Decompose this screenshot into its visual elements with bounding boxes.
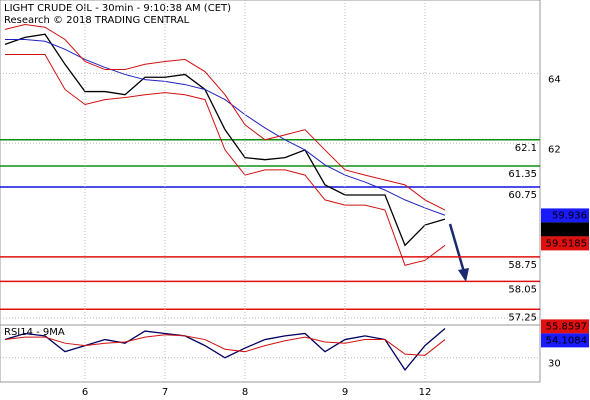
- y-tick-label: 62: [548, 144, 561, 155]
- level-label: 58.05: [508, 284, 537, 295]
- x-tick-label: 9: [342, 387, 348, 398]
- level-label: 58.75: [508, 260, 537, 271]
- x-tick-label: 6: [82, 387, 88, 398]
- price-marker-label: 59.936: [552, 210, 587, 221]
- y-tick-label: 30: [548, 359, 561, 370]
- forecast-arrowhead: [458, 268, 469, 282]
- level-label: 57.25: [508, 312, 537, 323]
- chart-subtitle: Research © 2018 TRADING CENTRAL: [4, 15, 190, 26]
- chart-title: LIGHT CRUDE OIL - 30min - 9:10:38 AM (CE…: [4, 3, 231, 14]
- series-line: [4, 23, 446, 211]
- price-marker: [541, 208, 589, 223]
- price-marker: [541, 236, 589, 251]
- rsi-panel: [0, 324, 541, 383]
- price-marker-label: 55.8597: [546, 321, 587, 332]
- series-line: [4, 334, 446, 356]
- series-line: [4, 328, 446, 371]
- price-marker: [541, 319, 589, 334]
- x-tick-label: 7: [162, 387, 168, 398]
- price-marker-label: 54.1084: [546, 335, 587, 346]
- price-marker: [541, 222, 589, 237]
- level-label: 61.35: [508, 169, 537, 180]
- series-line: [5, 54, 446, 266]
- rsi-title: RSI14 - 9MA: [4, 327, 65, 338]
- price-panel: [0, 0, 541, 326]
- price-marker: [541, 333, 589, 348]
- series-line: [5, 38, 446, 216]
- level-label: 60.75: [508, 190, 537, 201]
- forecast-arrow: [448, 223, 466, 273]
- x-tick-label: 12: [419, 387, 432, 398]
- price-marker-label: 59.83: [558, 224, 587, 235]
- x-tick-label: 8: [242, 387, 248, 398]
- price-marker-label: 59.5185: [546, 238, 587, 249]
- y-tick-label: 64: [548, 74, 561, 85]
- level-label: 62.1: [515, 143, 537, 154]
- series-line: [4, 33, 446, 247]
